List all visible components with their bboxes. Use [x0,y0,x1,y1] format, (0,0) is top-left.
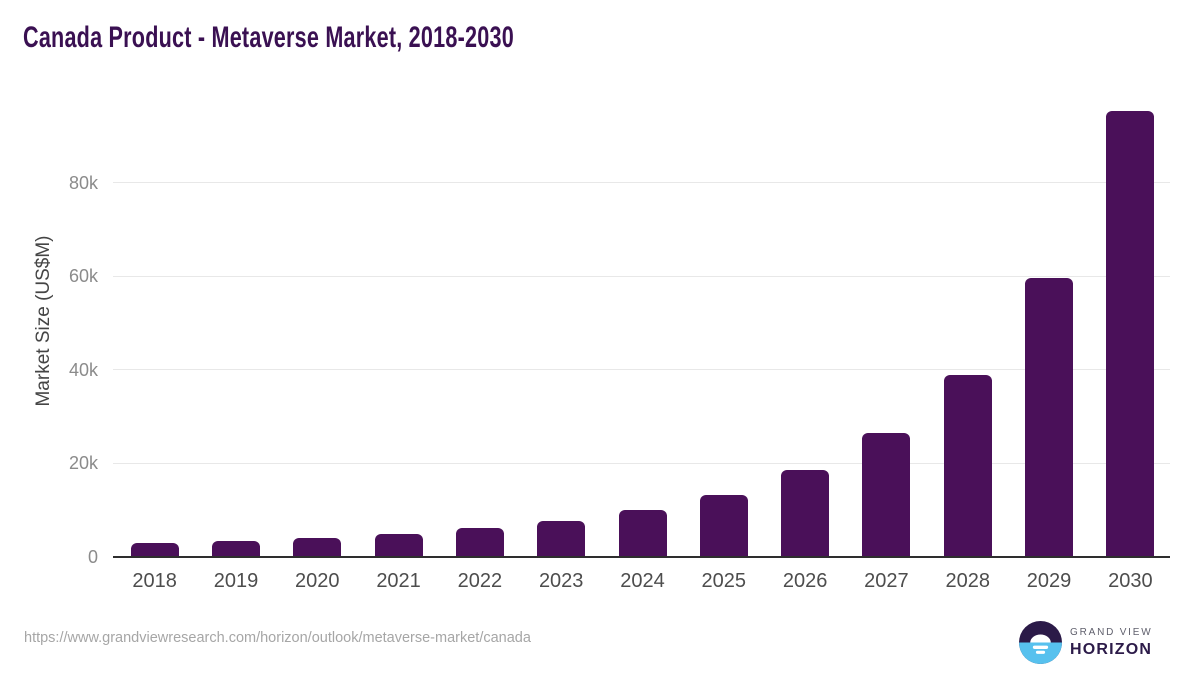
bar-2028[interactable] [943,374,992,557]
bar-2027[interactable] [862,433,911,557]
bar-2026[interactable] [781,470,830,557]
bar-2024[interactable] [618,510,667,557]
x-tick-label-2028: 2028 [945,570,990,592]
bar-2021[interactable] [374,534,423,557]
y-tick-label-80k: 80k [68,172,98,193]
source-url: https://www.grandviewresearch.com/horizo… [24,630,531,646]
x-tick-label-2029: 2029 [1026,570,1072,592]
x-tick-label-2020: 2020 [295,570,340,592]
y-tick-label-40k: 40k [68,359,98,380]
bar-2029[interactable] [1025,277,1074,557]
horizon-sunrise-icon [1019,621,1062,664]
bar-2023[interactable] [537,521,586,557]
bar-2019[interactable] [211,540,260,557]
bar-2022[interactable] [455,528,504,557]
x-tick-label-2024: 2024 [620,570,665,592]
gridline-20k [113,462,1170,464]
bar-2030[interactable] [1106,110,1155,557]
logo-wordmark: GRAND VIEW HORIZON [1070,627,1152,659]
gridline-60k [113,275,1170,277]
x-tick-label-2018: 2018 [132,570,177,592]
gridline-40k [113,369,1170,370]
x-tick-label-2022: 2022 [457,570,503,592]
x-tick-label-2026: 2026 [782,570,828,592]
x-tick-label-2027: 2027 [864,570,909,592]
x-tick-label-2030: 2030 [1108,570,1153,592]
x-tick-label-2025: 2025 [701,570,747,592]
y-tick-label-20k: 20k [68,453,98,473]
gridline-80k [113,182,1170,183]
chart-title: Canada Product - Metaverse Market, 2018-… [23,21,514,54]
x-tick-label-2023: 2023 [538,570,584,592]
bar-2025[interactable] [699,494,748,557]
bar-2018[interactable] [130,542,179,557]
bar-2020[interactable] [293,537,342,557]
logo-horizon-text: HORIZON [1070,640,1153,658]
grandview-horizon-logo: GRAND VIEW HORIZON [1019,621,1152,664]
logo-grand-view-text: GRAND VIEW [1070,626,1153,638]
x-tick-label-2019: 2019 [213,570,259,592]
y-tick-label-60k: 60k [68,266,98,286]
y-tick-label-0: 0 [87,546,98,567]
x-tick-label-2021: 2021 [376,570,421,592]
x-axis-line [113,555,1170,558]
